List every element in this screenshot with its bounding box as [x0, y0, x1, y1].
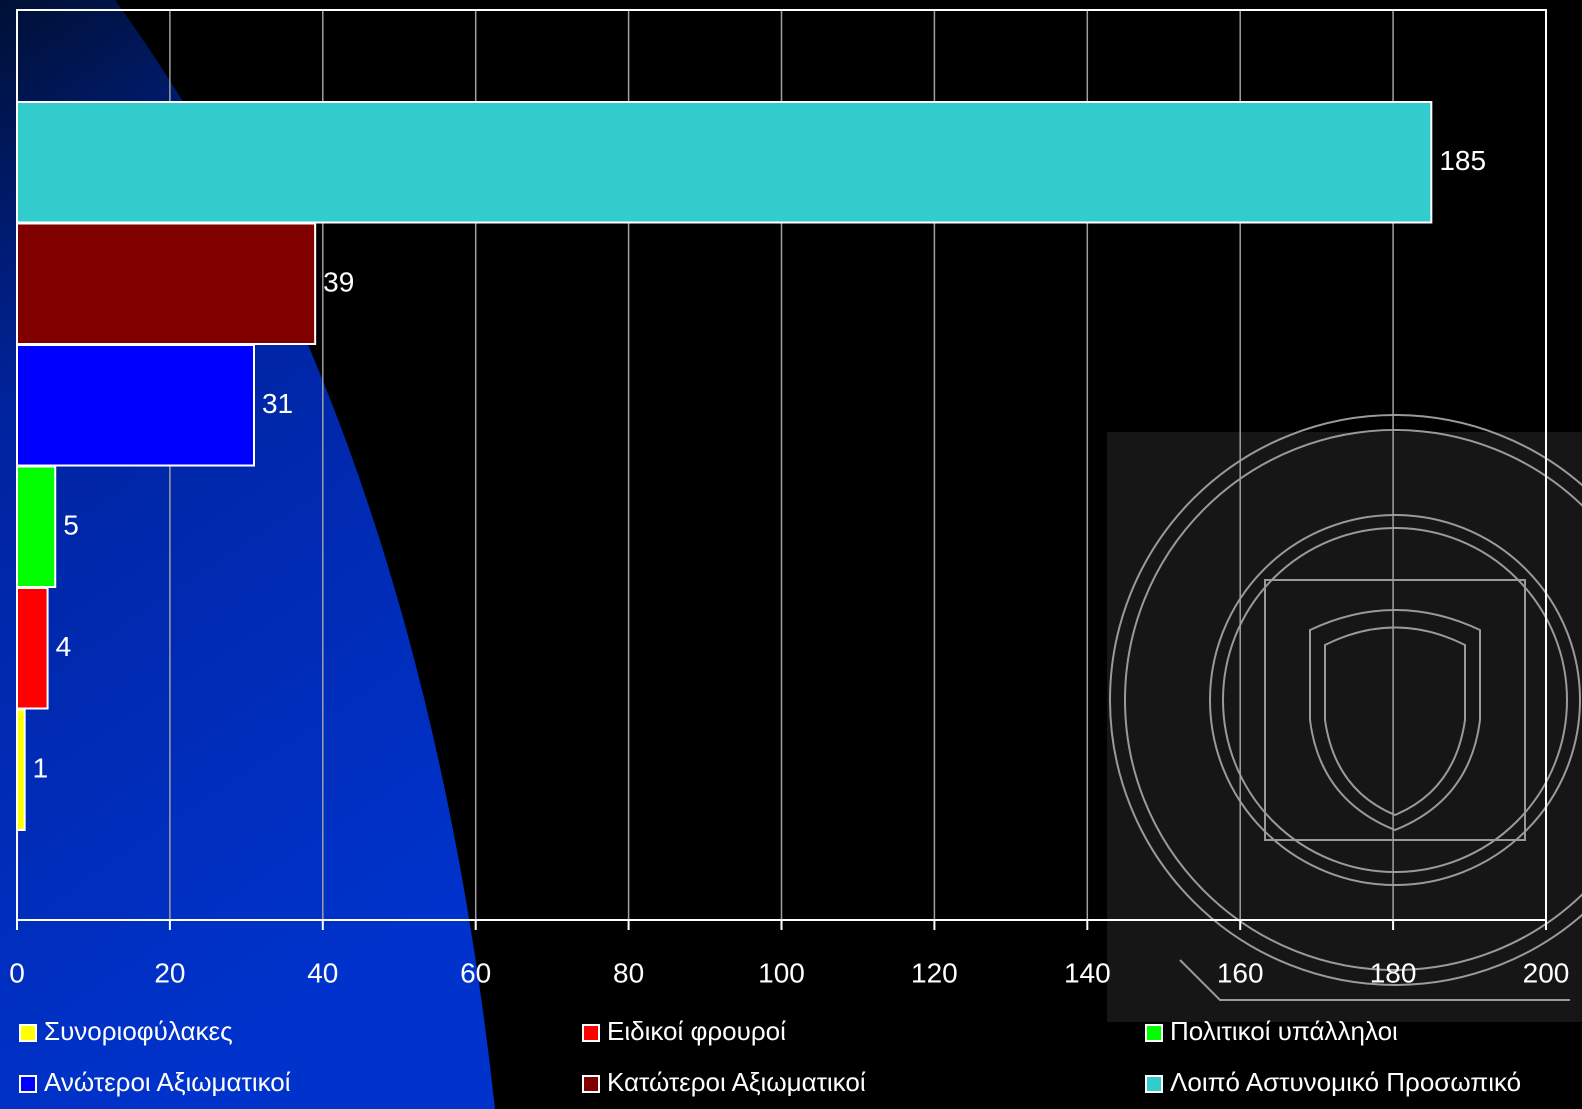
x-tick-label: 20: [154, 957, 185, 988]
value-label: 1: [33, 753, 49, 784]
legend-label: Πολιτικοί υπάλληλοι: [1170, 1016, 1398, 1046]
emblem: [1107, 414, 1582, 1022]
x-tick-label: 40: [307, 957, 338, 988]
legend-swatch: [582, 1075, 600, 1093]
legend-label: Κατώτεροι Αξιωματικοί: [607, 1067, 866, 1097]
value-label: 5: [63, 510, 79, 541]
legend-label: Ανώτεροι Αξιωματικοί: [44, 1067, 291, 1097]
legend-swatch: [582, 1024, 600, 1042]
legend-swatch: [1145, 1024, 1163, 1042]
legend-swatch: [19, 1075, 37, 1093]
legend-label: Συνοριοφύλακες: [44, 1016, 233, 1046]
x-tick-label: 120: [911, 957, 958, 988]
legend-swatch: [19, 1024, 37, 1042]
bar: [16, 465, 57, 588]
x-tick-label: 80: [613, 957, 644, 988]
bar: [16, 708, 26, 831]
bar: [16, 344, 255, 467]
x-tick-label: 200: [1523, 957, 1570, 988]
x-tick-label: 160: [1217, 957, 1264, 988]
value-label: 31: [262, 388, 293, 419]
x-tick-label: 100: [758, 957, 805, 988]
x-tick-label: 0: [9, 957, 25, 988]
x-tick-label: 140: [1064, 957, 1111, 988]
legend-label: Ειδικοί φρουροί: [607, 1016, 786, 1046]
bar: [16, 101, 1433, 224]
value-label: 185: [1439, 145, 1486, 176]
x-tick-label: 60: [460, 957, 491, 988]
x-tick-label: 180: [1370, 957, 1417, 988]
legend-label: Λοιπό Αστυνομικό Προσωπικό: [1170, 1067, 1521, 1097]
value-label: 39: [323, 267, 354, 298]
bar: [16, 587, 49, 710]
value-label: 4: [56, 631, 72, 662]
legend-swatch: [1145, 1075, 1163, 1093]
bar: [16, 222, 317, 345]
